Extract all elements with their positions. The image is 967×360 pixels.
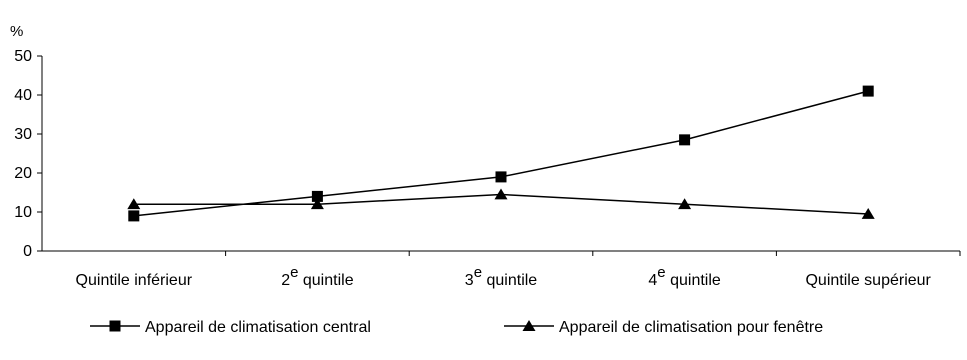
x-tick-label: Quintile supérieur (805, 272, 931, 289)
data-point-triangle (678, 198, 692, 210)
x-tick-label: 2e quintile (281, 264, 354, 289)
data-point-triangle (310, 198, 324, 210)
x-tick-label: Quintile inférieur (76, 272, 193, 289)
series-2 (127, 188, 875, 219)
legend-marker (522, 320, 536, 331)
data-point-square (128, 210, 140, 222)
data-point-square (862, 85, 874, 97)
data-point-triangle (127, 198, 141, 210)
legend-marker (109, 320, 121, 332)
data-point-triangle (861, 208, 875, 219)
x-tick-label: 4e quintile (648, 264, 721, 289)
legend-label: Appareil de climatisation pour fenêtre (559, 319, 823, 336)
y-tick-label: 0 (23, 243, 32, 260)
data-point-square (679, 134, 691, 146)
series-group (127, 85, 875, 222)
legend-label: Appareil de climatisation central (145, 319, 371, 336)
data-point-square (495, 171, 507, 183)
y-tick-label: 40 (14, 87, 32, 104)
y-axis-ticks: 0 10 20 30 40 50 (14, 48, 42, 260)
legend-item: Appareil de climatisation central (90, 319, 371, 336)
series-1 (128, 85, 874, 222)
x-tick-label: 3e quintile (465, 264, 538, 289)
x-axis-ticks: Quintile inférieur 2e quintile 3e quintile… (76, 251, 961, 289)
data-point-triangle (494, 188, 508, 200)
legend: Appareil de climatisation central Apparei… (90, 319, 823, 336)
axes (41, 56, 960, 252)
y-tick-label: 50 (14, 48, 32, 65)
data-point-square (311, 190, 323, 202)
y-axis-unit-label: % (10, 23, 23, 40)
y-tick-label: 20 (14, 165, 32, 182)
y-tick-label: 30 (14, 126, 32, 143)
y-tick-label: 10 (14, 204, 32, 221)
legend-item: Appareil de climatisation pour fenêtre (504, 319, 823, 336)
